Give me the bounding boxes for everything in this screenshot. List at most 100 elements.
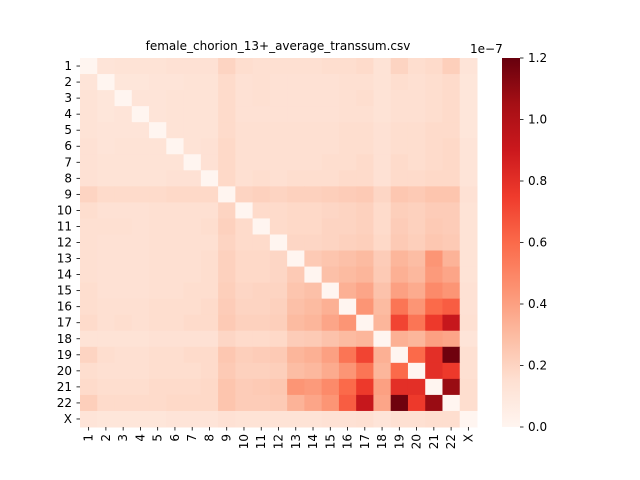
heatmap-cell-21-1	[80, 378, 98, 396]
heatmap-cell-3-19	[390, 90, 409, 107]
heatmap-cell-15-11	[252, 282, 271, 300]
heatmap-cell-14-22	[442, 266, 461, 284]
heatmap-cell-22-19	[390, 394, 409, 412]
heatmap-cell-2-X	[459, 74, 478, 91]
heatmap-cell-9-19	[390, 186, 409, 203]
heatmap-cell-15-3	[114, 282, 133, 300]
heatmap-cell-4-14	[304, 106, 323, 123]
heatmap-cell-19-13	[287, 346, 305, 364]
heatmap-cell-5-6	[166, 122, 185, 139]
heatmap-cell-19-4	[131, 346, 150, 364]
heatmap-cell-X-12	[269, 410, 288, 428]
heatmap-cell-7-14	[304, 154, 323, 171]
heatmap-cell-22-21	[425, 394, 443, 412]
heatmap-cell-19-1	[80, 346, 98, 364]
heatmap-cell-10-14	[304, 202, 323, 219]
heatmap-cell-17-16	[338, 314, 357, 332]
heatmap-cell-11-2	[97, 218, 116, 235]
heatmap-cell-10-5	[149, 202, 167, 219]
heatmap-cell-10-9	[218, 202, 236, 219]
heatmap-cell-16-17	[356, 298, 374, 316]
heatmap-cell-11-11	[252, 218, 271, 235]
heatmap-cell-7-15	[321, 154, 340, 171]
heatmap-cell-15-16	[338, 282, 357, 300]
heatmap-cell-7-X	[459, 154, 478, 171]
heatmap-cell-2-22	[442, 74, 461, 91]
heatmap-cell-12-13	[287, 234, 305, 252]
heatmap-cell-13-8	[200, 250, 219, 268]
heatmap-cell-16-2	[97, 298, 116, 316]
heatmap-cell-12-17	[356, 234, 374, 252]
heatmap-cell-11-21	[425, 218, 443, 235]
y-tick-label: 22	[57, 396, 72, 410]
heatmap-cell-9-20	[407, 186, 426, 203]
heatmap-cell-12-5	[149, 234, 167, 252]
heatmap-cell-16-18	[373, 298, 392, 316]
heatmap-cell-21-10	[235, 378, 254, 396]
heatmap-cell-14-5	[149, 266, 167, 284]
heatmap-cell-17-18	[373, 314, 392, 332]
y-tick-label: 3	[64, 91, 72, 105]
heatmap-cell-12-20	[407, 234, 426, 252]
heatmap-cell-4-2	[97, 106, 116, 123]
heatmap-cell-14-14	[304, 266, 323, 284]
heatmap-cell-10-20	[407, 202, 426, 219]
heatmap-cell-6-10	[235, 138, 254, 155]
heatmap-cell-4-15	[321, 106, 340, 123]
heatmap-cell-14-6	[166, 266, 185, 284]
heatmap-cell-8-15	[321, 170, 340, 187]
heatmap-cell-16-3	[114, 298, 133, 316]
heatmap-cell-17-5	[149, 314, 167, 332]
heatmap-cell-14-20	[407, 266, 426, 284]
heatmap-cell-18-17	[356, 330, 374, 348]
heatmap-cell-17-6	[166, 314, 185, 332]
heatmap-cell-2-4	[131, 74, 150, 91]
heatmap-cell-1-9	[218, 58, 236, 75]
heatmap-cell-2-13	[287, 74, 305, 91]
heatmap-cell-22-9	[218, 394, 236, 412]
heatmap-cell-7-21	[425, 154, 443, 171]
colorbar-tick-label: 0.0	[528, 420, 547, 434]
heatmap-cell-16-X	[459, 298, 478, 316]
heatmap-cell-8-10	[235, 170, 254, 187]
heatmap-cell-6-19	[390, 138, 409, 155]
heatmap-cell-X-17	[356, 410, 374, 428]
heatmap-cell-1-13	[287, 58, 305, 75]
colorbar-tick-label: 0.6	[528, 236, 547, 250]
heatmap-cell-20-14	[304, 362, 323, 380]
heatmap-cell-15-9	[218, 282, 236, 300]
heatmap-cell-7-18	[373, 154, 392, 171]
heatmap-cell-13-21	[425, 250, 443, 268]
heatmap-cell-11-22	[442, 218, 461, 235]
heatmap-cell-9-21	[425, 186, 443, 203]
heatmap-cell-X-10	[235, 410, 254, 428]
heatmap-cell-6-6	[166, 138, 185, 155]
x-tick-label: 21	[427, 434, 441, 449]
heatmap-cell-21-17	[356, 378, 374, 396]
heatmap-cell-3-13	[287, 90, 305, 107]
heatmap-cell-13-11	[252, 250, 271, 268]
x-tick-label: 20	[410, 434, 424, 449]
heatmap-cell-2-15	[321, 74, 340, 91]
heatmap-cell-10-22	[442, 202, 461, 219]
heatmap-cell-22-14	[304, 394, 323, 412]
heatmap-cell-11-13	[287, 218, 305, 235]
x-tick-label: 11	[254, 434, 268, 449]
heatmap-cell-12-X	[459, 234, 478, 252]
heatmap-cell-13-1	[80, 250, 98, 268]
heatmap-cell-8-19	[390, 170, 409, 187]
heatmap-cell-18-11	[252, 330, 271, 348]
heatmap-cells	[80, 58, 478, 428]
heatmap-cell-8-X	[459, 170, 478, 187]
heatmap-cell-2-1	[80, 74, 98, 91]
heatmap-cell-17-X	[459, 314, 478, 332]
heatmap-cell-18-8	[200, 330, 219, 348]
x-tick-label: X	[461, 434, 475, 442]
heatmap-cell-19-6	[166, 346, 185, 364]
heatmap-cell-6-5	[149, 138, 167, 155]
heatmap-cell-7-2	[97, 154, 116, 171]
heatmap-cell-16-7	[183, 298, 202, 316]
heatmap-cell-21-6	[166, 378, 185, 396]
heatmap-cell-10-11	[252, 202, 271, 219]
